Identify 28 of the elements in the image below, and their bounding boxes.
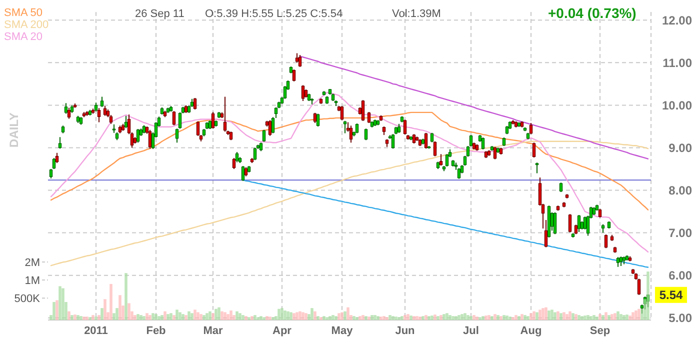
annotation: +0.04 (0.73%) [548, 4, 636, 21]
y-tick-label: 6.00 [668, 268, 692, 283]
text: 5.54 [659, 288, 683, 302]
x-tick-label: Aug [520, 325, 542, 337]
y-tick-label: 9.00 [668, 140, 692, 155]
x-tick-label: Sep [590, 325, 610, 337]
text: SMA 200 [4, 18, 49, 31]
annotation: Vol:1.39M [392, 8, 441, 20]
annotation: 26 Sep 11 [135, 8, 184, 20]
x-tick-label: May [331, 325, 354, 337]
y-tick-label: 10.00 [662, 98, 692, 112]
x-tick-label: Jun [395, 325, 416, 337]
y2-tick-label: 500K [14, 292, 41, 305]
x-tick-label: Feb [146, 325, 166, 337]
annotation: O:5.39 H:5.55 L:5.25 C:5.54 [205, 8, 343, 20]
y2-tick-label: 1M [24, 274, 40, 287]
y-tick-label: 11.00 [662, 56, 692, 70]
x-tick-label: Mar [203, 325, 224, 337]
x-tick-label: 2011 [84, 325, 108, 337]
text: SMA 50 [4, 6, 43, 19]
y-tick-label: 7.00 [668, 226, 692, 240]
x-tick-label: Jul [463, 325, 479, 337]
y-tick-label: 5.00 [668, 311, 692, 326]
y2-tick-label: 2M [24, 256, 40, 269]
y-tick-label: 12.00 [662, 13, 692, 28]
x-tick-label: Apr [272, 325, 292, 337]
y-tick-label: 8.00 [668, 183, 692, 198]
text: SMA 20 [4, 30, 43, 43]
